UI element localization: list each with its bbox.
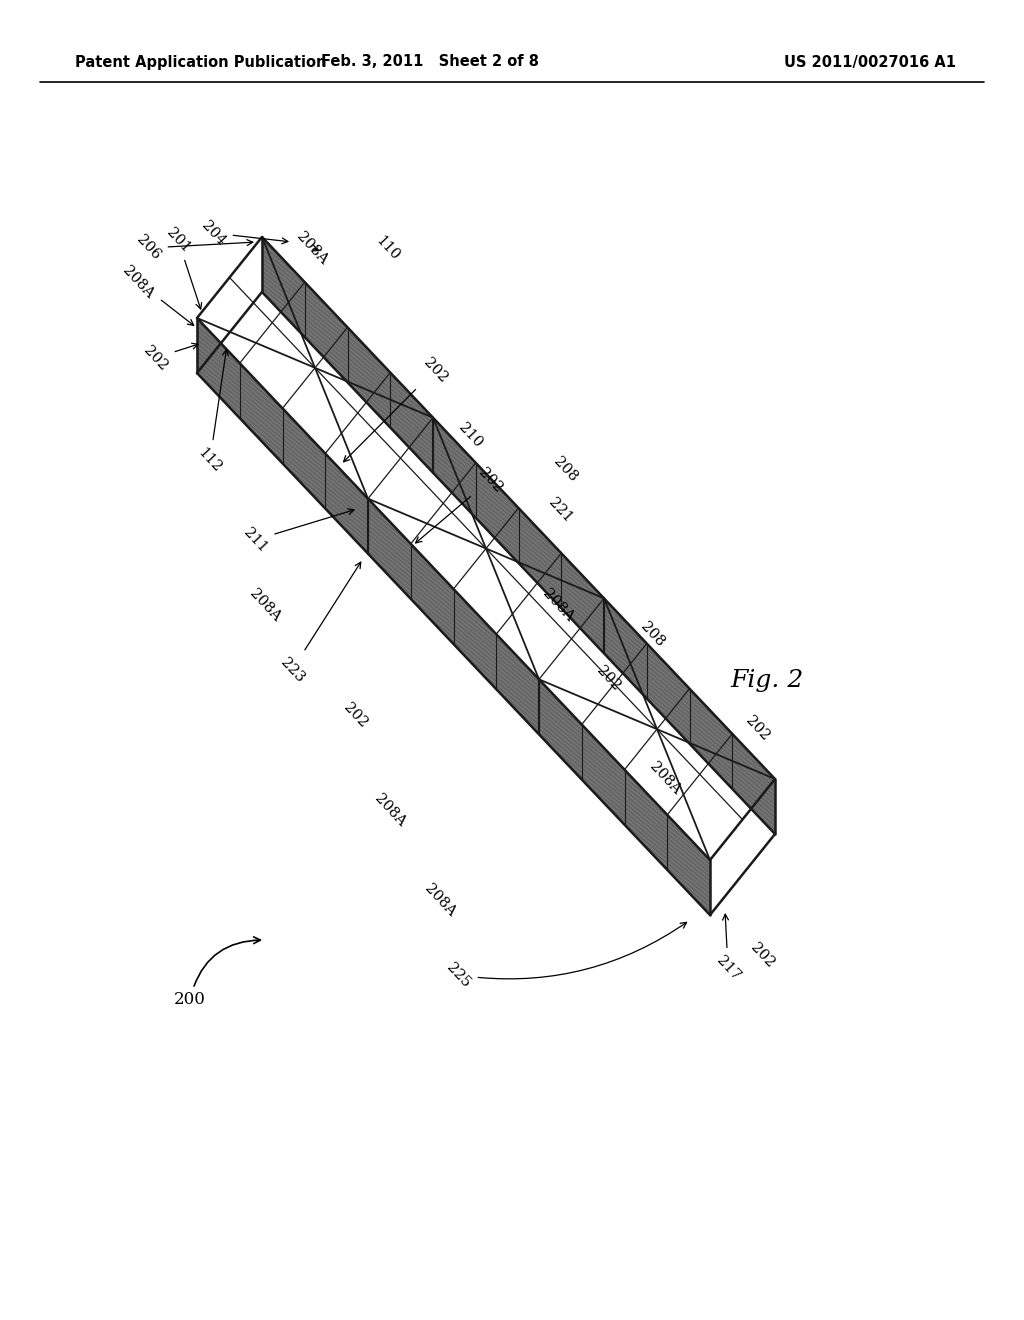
Text: 202: 202 [742,713,772,743]
Polygon shape [197,238,262,374]
Text: US 2011/0027016 A1: US 2011/0027016 A1 [784,54,956,70]
Text: Feb. 3, 2011   Sheet 2 of 8: Feb. 3, 2011 Sheet 2 of 8 [321,54,539,70]
Text: 202: 202 [340,700,370,730]
Text: 110: 110 [374,234,402,263]
Text: 208A: 208A [372,791,409,829]
Text: 208A: 208A [120,263,194,326]
Text: 206: 206 [133,234,253,263]
Polygon shape [197,238,775,861]
Text: Patent Application Publication: Patent Application Publication [75,54,327,70]
Text: 202: 202 [416,465,505,543]
Text: 208: 208 [637,620,667,649]
Polygon shape [262,238,775,834]
Text: 208: 208 [550,455,580,484]
Polygon shape [710,779,775,915]
Text: 202: 202 [344,355,450,462]
Text: Fig. 2: Fig. 2 [730,668,803,692]
Text: 221: 221 [546,495,574,525]
Text: 200: 200 [174,937,260,1008]
Text: 225: 225 [443,923,686,990]
Text: 201: 201 [164,226,202,309]
Text: 208A: 208A [294,230,331,267]
Text: 210: 210 [456,420,484,450]
Text: 223: 223 [278,562,360,685]
Text: 112: 112 [196,350,228,475]
Text: 204: 204 [199,218,288,248]
Text: 202: 202 [140,343,198,374]
Polygon shape [197,318,710,915]
Text: 217: 217 [714,915,742,983]
Text: 208A: 208A [540,586,577,624]
Text: 202: 202 [593,663,623,693]
Text: 208A: 208A [247,586,284,624]
Text: 211: 211 [241,508,354,554]
Text: 202: 202 [748,940,776,970]
Text: 208A: 208A [422,882,459,919]
Text: 208A: 208A [647,759,683,797]
